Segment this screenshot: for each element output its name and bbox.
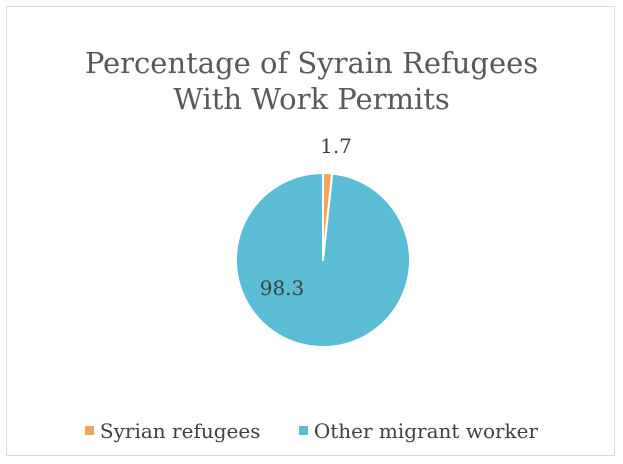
legend-swatch-syrian-refugees	[84, 426, 94, 435]
legend-item-syrian-refugees: Syrian refugees	[84, 419, 261, 443]
legend-label-other-migrant-worker: Other migrant worker	[313, 419, 539, 443]
chart-title-line-2: With Work Permits	[173, 82, 450, 116]
chart-frame: Percentage of Syrain Refugees With Work …	[6, 6, 615, 456]
legend: Syrian refugees Other migrant worker	[7, 419, 616, 443]
data-label-syrian-refugees: 1.7	[320, 134, 352, 158]
chart-title-line-1: Percentage of Syrain Refugees	[84, 46, 539, 80]
legend-label-syrian-refugees: Syrian refugees	[99, 419, 261, 443]
pie-chart: 1.7 98.3	[235, 134, 411, 348]
chart-title: Percentage of Syrain Refugees With Work …	[7, 45, 616, 117]
data-label-other-migrant-worker: 98.3	[260, 276, 305, 300]
pie-slice-other-migrant-worker	[235, 172, 411, 348]
legend-item-other-migrant-worker: Other migrant worker	[298, 419, 539, 443]
legend-swatch-other-migrant-worker	[298, 426, 308, 435]
